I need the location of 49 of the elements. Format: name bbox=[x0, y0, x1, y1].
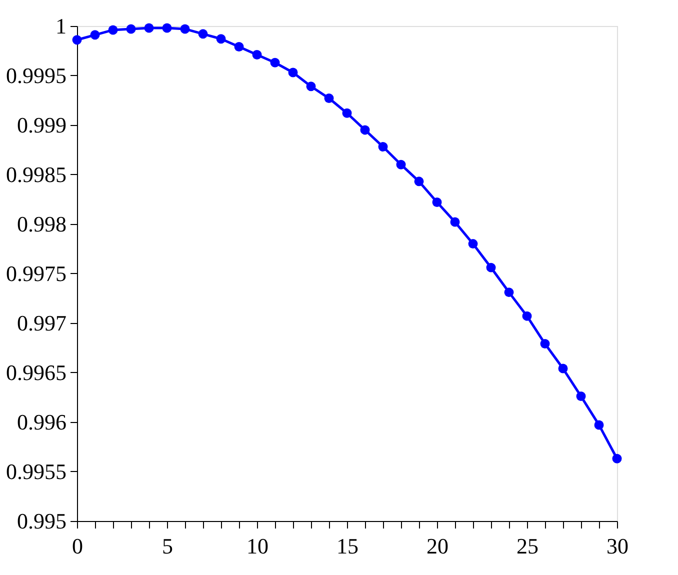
point bbox=[198, 29, 208, 39]
point bbox=[468, 239, 478, 249]
y-tick-label: 0.999 bbox=[17, 112, 66, 138]
point bbox=[126, 24, 136, 34]
point bbox=[216, 34, 226, 44]
y-tick-label: 1 bbox=[56, 14, 66, 38]
y-tick-label: 0.997 bbox=[17, 310, 66, 336]
point bbox=[342, 108, 352, 118]
point bbox=[234, 42, 244, 52]
point bbox=[558, 364, 568, 374]
y-tick-label: 0.9965 bbox=[6, 360, 66, 385]
point bbox=[522, 311, 532, 321]
point bbox=[252, 50, 262, 60]
point bbox=[324, 94, 334, 104]
point bbox=[360, 125, 370, 135]
x-tick-label: 10 bbox=[246, 534, 268, 558]
point bbox=[576, 392, 586, 401]
point bbox=[540, 339, 550, 349]
point bbox=[594, 420, 604, 430]
x-tick-label: 25 bbox=[516, 534, 538, 558]
point bbox=[450, 217, 460, 227]
point bbox=[144, 23, 154, 33]
y-tick-label: 0.998 bbox=[17, 212, 66, 236]
y-tick-label: 0.9995 bbox=[6, 63, 66, 88]
x-tick-label: 0 bbox=[72, 534, 83, 558]
point bbox=[288, 68, 298, 78]
y-tick-label: 0.996 bbox=[17, 410, 66, 434]
point bbox=[270, 58, 280, 68]
x-tick-label: 20 bbox=[426, 534, 448, 558]
x-tick-label: 30 bbox=[606, 534, 628, 558]
y-tick-label: 0.995 bbox=[17, 508, 66, 534]
y-tick-label: 0.9985 bbox=[6, 162, 66, 187]
point bbox=[378, 142, 388, 152]
point bbox=[486, 262, 496, 272]
point bbox=[180, 24, 190, 34]
point bbox=[432, 197, 442, 207]
point bbox=[90, 30, 100, 40]
point bbox=[396, 160, 406, 170]
point bbox=[306, 82, 316, 92]
point bbox=[108, 25, 118, 35]
point bbox=[414, 176, 424, 186]
y-tick-label: 0.9955 bbox=[6, 459, 66, 484]
x-tick-label: 15 bbox=[336, 534, 358, 558]
point bbox=[504, 288, 514, 298]
point bbox=[72, 35, 82, 45]
x-tick-label: 5 bbox=[162, 534, 173, 558]
point bbox=[612, 454, 622, 464]
y-tick-label: 0.9975 bbox=[6, 261, 66, 286]
point bbox=[162, 23, 172, 33]
